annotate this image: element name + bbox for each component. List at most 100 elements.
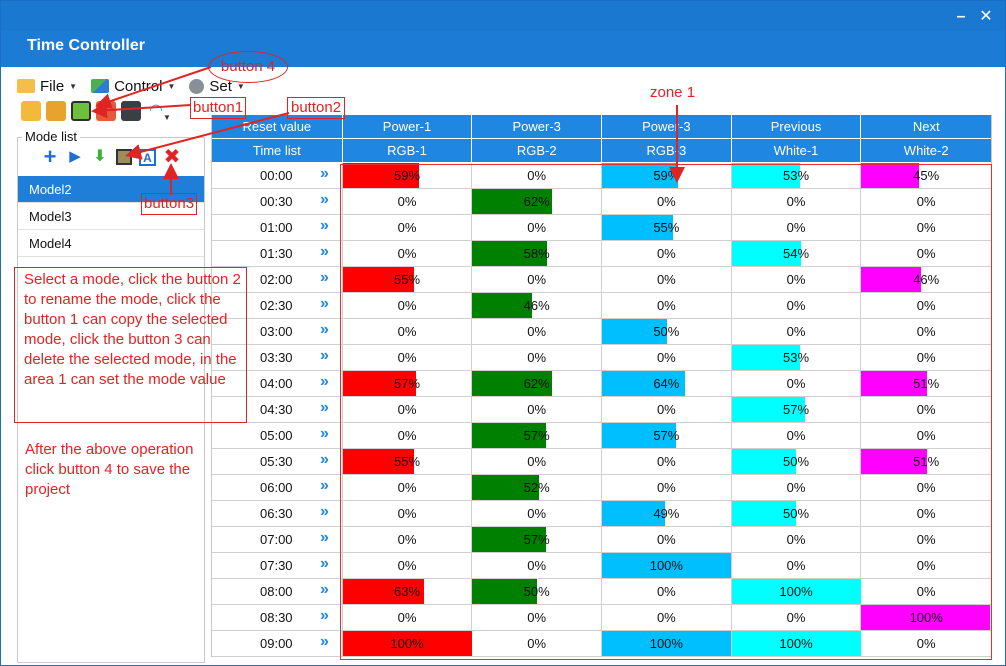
header-power-3b[interactable]: Power-3 bbox=[602, 115, 732, 139]
value-cell[interactable]: 0% bbox=[602, 605, 732, 631]
value-cell[interactable]: 0% bbox=[472, 605, 603, 631]
value-cell[interactable]: 59% bbox=[602, 163, 732, 189]
value-cell[interactable]: 100% bbox=[602, 553, 732, 579]
value-cell[interactable]: 0% bbox=[732, 605, 862, 631]
expand-row-icon[interactable]: » bbox=[320, 477, 329, 494]
value-cell[interactable]: 0% bbox=[732, 319, 862, 345]
expand-row-icon[interactable]: » bbox=[320, 373, 329, 390]
value-cell[interactable]: 0% bbox=[732, 189, 862, 215]
value-cell[interactable]: 0% bbox=[472, 345, 603, 371]
value-cell[interactable]: 51% bbox=[861, 371, 991, 397]
value-cell[interactable]: 0% bbox=[343, 527, 473, 553]
value-cell[interactable]: 57% bbox=[731, 397, 862, 423]
value-cell[interactable]: 0% bbox=[732, 267, 862, 293]
value-cell[interactable]: 0% bbox=[732, 215, 862, 241]
value-cell[interactable]: 100% bbox=[861, 605, 991, 631]
expand-row-icon[interactable]: » bbox=[320, 529, 329, 546]
value-cell[interactable]: 0% bbox=[472, 449, 603, 475]
value-cell[interactable]: 64% bbox=[602, 371, 732, 397]
expand-row-icon[interactable]: » bbox=[320, 555, 329, 572]
value-cell[interactable]: 0% bbox=[343, 215, 473, 241]
value-cell[interactable]: 0% bbox=[343, 189, 473, 215]
value-cell[interactable]: 0% bbox=[343, 475, 473, 501]
device-icon[interactable] bbox=[121, 101, 141, 121]
expand-row-icon[interactable]: » bbox=[320, 165, 329, 182]
value-cell[interactable]: 52% bbox=[472, 475, 603, 501]
value-cell[interactable]: 100% bbox=[602, 631, 732, 657]
value-cell[interactable]: 63% bbox=[342, 579, 473, 605]
value-cell[interactable]: 0% bbox=[472, 215, 603, 241]
value-cell[interactable]: 0% bbox=[602, 267, 732, 293]
new-project-icon[interactable] bbox=[21, 101, 41, 121]
value-cell[interactable]: 0% bbox=[343, 553, 473, 579]
value-cell[interactable]: 0% bbox=[861, 345, 991, 371]
value-cell[interactable]: 0% bbox=[343, 345, 473, 371]
value-cell[interactable]: 0% bbox=[732, 475, 862, 501]
expand-row-icon[interactable]: » bbox=[320, 321, 329, 338]
header-previous[interactable]: Previous bbox=[731, 115, 862, 139]
value-cell[interactable]: 57% bbox=[472, 527, 603, 553]
value-cell[interactable]: 50% bbox=[731, 449, 862, 475]
header-next[interactable]: Next bbox=[861, 115, 992, 139]
menu-file[interactable]: File ▼ bbox=[17, 78, 77, 95]
value-cell[interactable]: 0% bbox=[732, 293, 862, 319]
value-cell[interactable]: 53% bbox=[731, 163, 862, 189]
copy-mode-icon[interactable] bbox=[116, 149, 132, 165]
value-cell[interactable]: 0% bbox=[472, 267, 603, 293]
value-cell[interactable]: 0% bbox=[861, 189, 991, 215]
mode-item[interactable]: Model3 bbox=[18, 203, 204, 230]
expand-row-icon[interactable]: » bbox=[320, 399, 329, 416]
value-cell[interactable]: 0% bbox=[343, 293, 473, 319]
value-cell[interactable]: 59% bbox=[342, 163, 473, 189]
expand-row-icon[interactable]: » bbox=[320, 269, 329, 286]
value-cell[interactable]: 45% bbox=[861, 163, 991, 189]
close-button[interactable]: ✕ bbox=[979, 8, 993, 25]
value-cell[interactable]: 0% bbox=[861, 579, 991, 605]
value-cell[interactable]: 100% bbox=[731, 631, 862, 657]
value-cell[interactable]: 0% bbox=[602, 345, 732, 371]
play-icon[interactable]: ▶ bbox=[69, 148, 81, 165]
expand-row-icon[interactable]: » bbox=[320, 295, 329, 312]
value-cell[interactable]: 0% bbox=[732, 371, 862, 397]
mode-item[interactable]: Model2 bbox=[18, 176, 204, 203]
expand-row-icon[interactable]: » bbox=[320, 217, 329, 234]
download-icon[interactable]: ⬇ bbox=[93, 148, 107, 165]
value-cell[interactable]: 0% bbox=[602, 475, 732, 501]
value-cell[interactable]: 100% bbox=[342, 631, 473, 657]
value-cell[interactable]: 0% bbox=[472, 397, 603, 423]
expand-row-icon[interactable]: » bbox=[320, 503, 329, 520]
value-cell[interactable]: 53% bbox=[731, 345, 862, 371]
value-cell[interactable]: 0% bbox=[732, 553, 862, 579]
value-cell[interactable]: 0% bbox=[343, 501, 473, 527]
value-cell[interactable]: 50% bbox=[472, 579, 603, 605]
value-cell[interactable]: 0% bbox=[472, 553, 603, 579]
value-cell[interactable]: 62% bbox=[472, 189, 603, 215]
value-cell[interactable]: 55% bbox=[602, 215, 732, 241]
value-cell[interactable]: 0% bbox=[602, 241, 732, 267]
value-cell[interactable]: 0% bbox=[861, 501, 991, 527]
value-cell[interactable]: 0% bbox=[343, 423, 473, 449]
value-cell[interactable]: 51% bbox=[861, 449, 991, 475]
value-cell[interactable]: 49% bbox=[602, 501, 732, 527]
value-cell[interactable]: 0% bbox=[472, 501, 603, 527]
value-cell[interactable]: 0% bbox=[861, 241, 991, 267]
value-cell[interactable]: 0% bbox=[472, 631, 603, 657]
value-cell[interactable]: 0% bbox=[602, 527, 732, 553]
open-project-icon[interactable] bbox=[46, 101, 66, 121]
delete-mode-icon[interactable]: ✖ bbox=[163, 146, 181, 168]
value-cell[interactable]: 0% bbox=[861, 423, 991, 449]
value-cell[interactable]: 55% bbox=[342, 449, 473, 475]
expand-row-icon[interactable]: » bbox=[320, 191, 329, 208]
value-cell[interactable]: 46% bbox=[472, 293, 603, 319]
value-cell[interactable]: 0% bbox=[343, 605, 473, 631]
value-cell[interactable]: 0% bbox=[602, 449, 732, 475]
value-cell[interactable]: 0% bbox=[861, 215, 991, 241]
value-cell[interactable]: 0% bbox=[472, 319, 603, 345]
value-cell[interactable]: 0% bbox=[343, 241, 473, 267]
value-cell[interactable]: 50% bbox=[602, 319, 732, 345]
expand-row-icon[interactable]: » bbox=[320, 425, 329, 442]
header-power-1[interactable]: Power-1 bbox=[342, 115, 473, 139]
expand-row-icon[interactable]: » bbox=[320, 633, 329, 650]
value-cell[interactable]: 50% bbox=[731, 501, 862, 527]
value-cell[interactable]: 0% bbox=[861, 397, 991, 423]
